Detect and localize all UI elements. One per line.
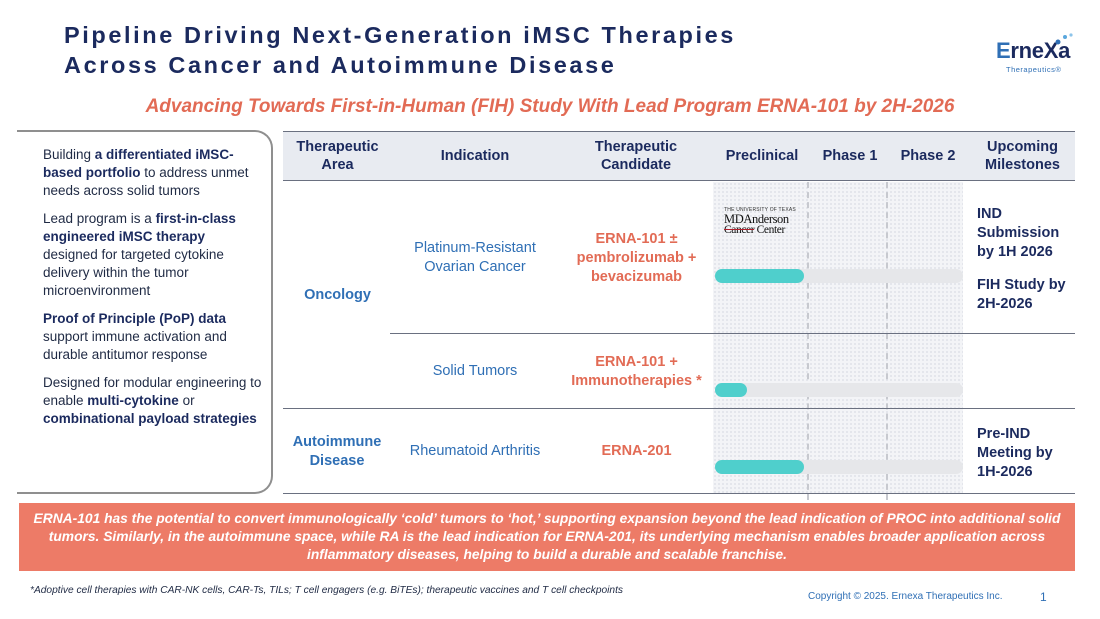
milestone-ind-submission: IND Submission by 1H 2026	[977, 206, 1060, 260]
row-divider-2	[283, 408, 1075, 409]
summary-point-4: Designed for modular engineering to enab…	[43, 375, 262, 426]
page-number: 1	[1040, 590, 1047, 604]
row-divider-1	[390, 333, 1075, 334]
header-preclinical: Preclinical	[725, 148, 799, 164]
header-therapeutic-area: Therapeutic Area	[296, 139, 379, 173]
milestone-pre-ind-meeting: Pre-IND Meeting by 1H-2026	[977, 426, 1053, 480]
header-phase-1: Phase 1	[822, 148, 878, 164]
page-title: Pipeline Driving Next-Generation iMSC Th…	[64, 20, 736, 80]
summary-point-3: Proof of Principle (PoP) data support im…	[43, 311, 227, 362]
logo-subtext: Therapeutics®	[1006, 65, 1062, 74]
progress-track-row-2	[715, 383, 963, 397]
indication-proc: Platinum-Resistant Ovarian Cancer	[414, 240, 536, 275]
phase1-phase2-divider	[886, 182, 888, 500]
development-stage-area	[713, 182, 963, 494]
progress-bar-row-1	[715, 269, 804, 283]
progress-bar-row-3	[715, 460, 804, 474]
preclinical-phase1-divider	[807, 182, 809, 500]
header-therapeutic-candidate: Therapeutic Candidate	[594, 139, 678, 173]
summary-point-2: Lead program is a first-in-class enginee…	[43, 211, 236, 298]
md-anderson-partner-logo: THE UNIVERSITY OF TEXAS MDAnderson Cance…	[724, 207, 796, 236]
ernexa-logo: ErneXa Therapeutics®	[996, 33, 1080, 78]
logo-molecule-icon	[1055, 33, 1073, 45]
milestone-fih-study: FIH Study by 2H-2026	[977, 277, 1066, 312]
area-autoimmune: Autoimmune Disease	[292, 433, 382, 469]
copyright: Copyright © 2025. Ernexa Therapeutics In…	[808, 591, 1003, 602]
indication-rheumatoid-arthritis: Rheumatoid Arthritis	[409, 443, 541, 459]
header-indication: Indication	[440, 148, 510, 164]
summary-point-1: Building a differentiated iMSC-based por…	[43, 147, 249, 198]
page-subtitle: Advancing Towards First-in-Human (FIH) S…	[145, 96, 955, 117]
strategy-banner: ERNA-101 has the potential to convert im…	[19, 503, 1075, 571]
page-title-line2: Across Cancer and Autoimmune Disease	[64, 52, 617, 78]
candidate-erna-101-immunotherapies: ERNA-101 + Immunotherapies *	[571, 353, 702, 389]
footnote: *Adoptive cell therapies with CAR-NK cel…	[30, 585, 624, 596]
pipeline-table-header	[283, 131, 1075, 181]
table-bottom-border	[283, 493, 1075, 494]
portfolio-summary-panel: Building a differentiated iMSC-based por…	[17, 130, 273, 494]
area-oncology: Oncology	[304, 286, 371, 303]
progress-bar-row-2	[715, 383, 747, 397]
page-title-line1: Pipeline Driving Next-Generation iMSC Th…	[64, 22, 736, 48]
candidate-erna-201: ERNA-201	[601, 443, 672, 459]
candidate-erna-101-combo: ERNA-101 ± pembrolizumab + bevacizumab	[576, 230, 697, 285]
header-phase-2: Phase 2	[900, 148, 956, 164]
indication-solid-tumors: Solid Tumors	[432, 363, 518, 379]
header-upcoming-milestones: Upcoming Milestones	[985, 139, 1060, 173]
